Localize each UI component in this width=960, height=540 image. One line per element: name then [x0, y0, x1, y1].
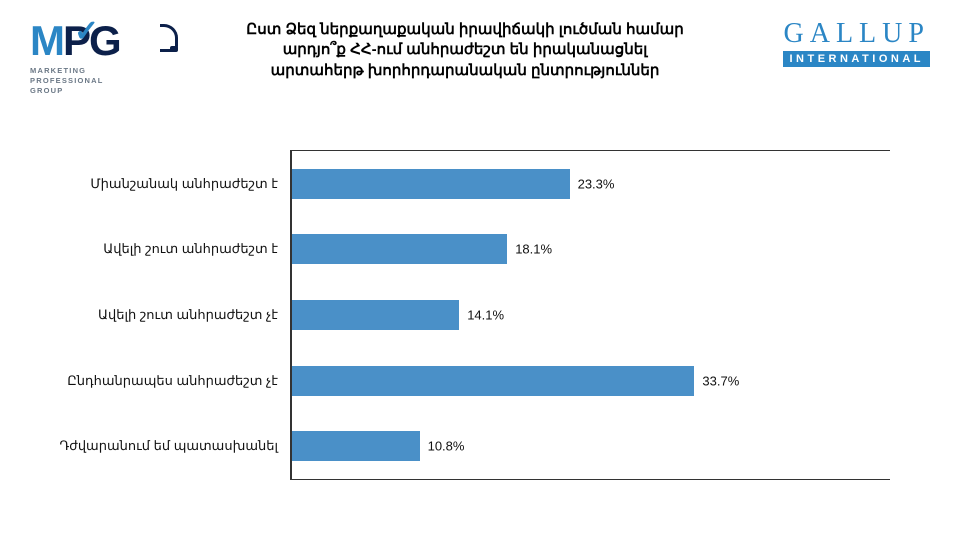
mpg-sub-3: GROUP — [30, 86, 200, 96]
value-label: 33.7% — [702, 373, 739, 388]
bar — [290, 300, 459, 330]
bar — [290, 366, 694, 396]
check-icon: ✓ — [74, 14, 99, 49]
gallup-bottom: INTERNATIONAL — [783, 51, 930, 67]
bar-row: Միանշանակ անհրաժեշտ է23.3% — [290, 165, 890, 203]
bar-row: Ավելի շուտ անհրաժեշտ է18.1% — [290, 230, 890, 268]
mpg-logo: MPG ✓ MARKETING PROFESSIONAL GROUP — [30, 20, 180, 100]
plot: Միանշանակ անհրաժեշտ է23.3% Ավելի շուտ անհ… — [290, 150, 890, 480]
gallup-logo: GALLUP INTERNATIONAL — [750, 20, 930, 67]
mpg-sub-2: PROFESSIONAL — [30, 76, 200, 86]
chart-title: Ըստ Ձեզ ներքաղաքական իրավիճակի լուծման հ… — [190, 20, 740, 81]
title-line-3: արտահերթ խորհրդարանական ընտրություններ — [190, 61, 740, 81]
mpg-sub-1: MARKETING — [30, 66, 200, 76]
title-wrap: Ըստ Ձեզ ներքաղաքական իրավիճակի լուծման հ… — [180, 20, 750, 81]
y-axis — [290, 151, 292, 479]
mpg-m: M — [30, 17, 63, 64]
header: MPG ✓ MARKETING PROFESSIONAL GROUP Ըստ Ձ… — [0, 0, 960, 100]
chart-area: Միանշանակ անհրաժեշտ է23.3%Ավելի շուտ անհ… — [40, 140, 920, 500]
value-label: 14.1% — [467, 307, 504, 322]
page-root: MPG ✓ MARKETING PROFESSIONAL GROUP Ըստ Ձ… — [0, 0, 960, 540]
title-line-1: Ըստ Ձեզ ներքաղաքական իրավիճակի լուծման հ… — [190, 20, 740, 40]
category-label: Միանշանակ անհրաժեշտ է — [90, 176, 278, 192]
value-label: 23.3% — [578, 176, 615, 191]
bar-row: Դժվարանում եմ պատասխանել10.8% — [290, 427, 890, 465]
bar-rows: Միանշանակ անհրաժեշտ է23.3% Ավելի շուտ անհ… — [290, 151, 890, 479]
bar — [290, 431, 420, 461]
value-label: 10.8% — [428, 439, 465, 454]
category-label: Ավելի շուտ անհրաժեշտ չէ — [98, 307, 278, 323]
bar — [290, 234, 507, 264]
title-line-2: արդյո՞ք ՀՀ-ում անհրաժեշտ են իրականացնել — [190, 40, 740, 60]
value-label: 18.1% — [515, 242, 552, 257]
bar-row: Ընդհանրապես անհրաժեշտ չէ33.7% — [290, 362, 890, 400]
mpg-sub: MARKETING PROFESSIONAL GROUP — [30, 66, 200, 95]
category-label: Ավելի շուտ անհրաժեշտ է — [103, 241, 278, 257]
category-label: Ընդհանրապես անհրաժեշտ չէ — [67, 373, 278, 389]
bar — [290, 169, 570, 199]
bar-row: Ավելի շուտ անհրաժեշտ չէ14.1% — [290, 296, 890, 334]
category-label: Դժվարանում եմ պատասխանել — [59, 438, 278, 454]
gallup-top: GALLUP — [783, 20, 930, 48]
